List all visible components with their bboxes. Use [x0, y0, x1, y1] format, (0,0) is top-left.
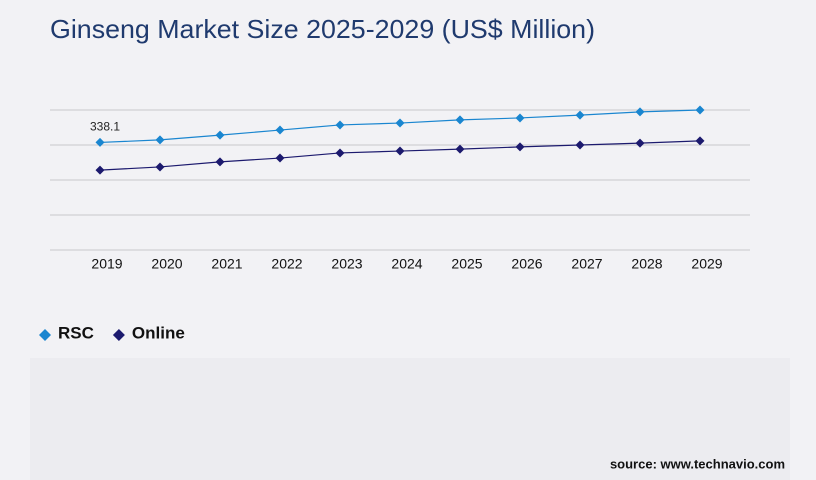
- legend-marker: [112, 329, 125, 341]
- source: source: www.technavio.com: [610, 456, 785, 471]
- legend-marker: [39, 329, 51, 341]
- x-tick-label: 2025: [451, 256, 482, 272]
- x-tick-label: 2021: [211, 256, 242, 272]
- point: [695, 136, 705, 146]
- point: [95, 137, 105, 147]
- x-tick-label: 2026: [511, 256, 542, 272]
- point: [635, 107, 645, 117]
- point: [575, 110, 585, 120]
- data-label: 338.1: [90, 120, 120, 134]
- x-tick-label: 2027: [571, 256, 602, 272]
- point: [395, 118, 405, 128]
- x-tick-label: 2023: [331, 256, 362, 272]
- x-tick-label: 2028: [631, 256, 662, 272]
- point: [635, 138, 645, 148]
- x-tick-label: 2024: [391, 256, 422, 272]
- point: [455, 115, 465, 125]
- point: [695, 105, 705, 115]
- x-tick-label: 2020: [151, 256, 182, 272]
- legend-label: Online: [132, 323, 185, 342]
- point: [275, 125, 285, 135]
- point: [515, 142, 525, 152]
- legend-label: RSC: [58, 323, 94, 342]
- point: [575, 140, 585, 150]
- point: [155, 162, 165, 172]
- point: [455, 144, 465, 154]
- point: [335, 120, 345, 130]
- point: [155, 135, 165, 145]
- point: [95, 165, 105, 175]
- x-tick-label: 2019: [91, 256, 122, 272]
- point: [275, 153, 285, 163]
- point: [215, 130, 225, 140]
- point: [395, 146, 405, 156]
- point: [215, 157, 225, 167]
- point: [335, 148, 345, 158]
- chart-title: Ginseng Market Size 2025-2029 (US$ Milli…: [50, 14, 595, 44]
- point: [515, 113, 525, 123]
- x-tick-label: 2029: [691, 256, 722, 272]
- panel: [30, 358, 790, 480]
- x-tick-label: 2022: [271, 256, 302, 272]
